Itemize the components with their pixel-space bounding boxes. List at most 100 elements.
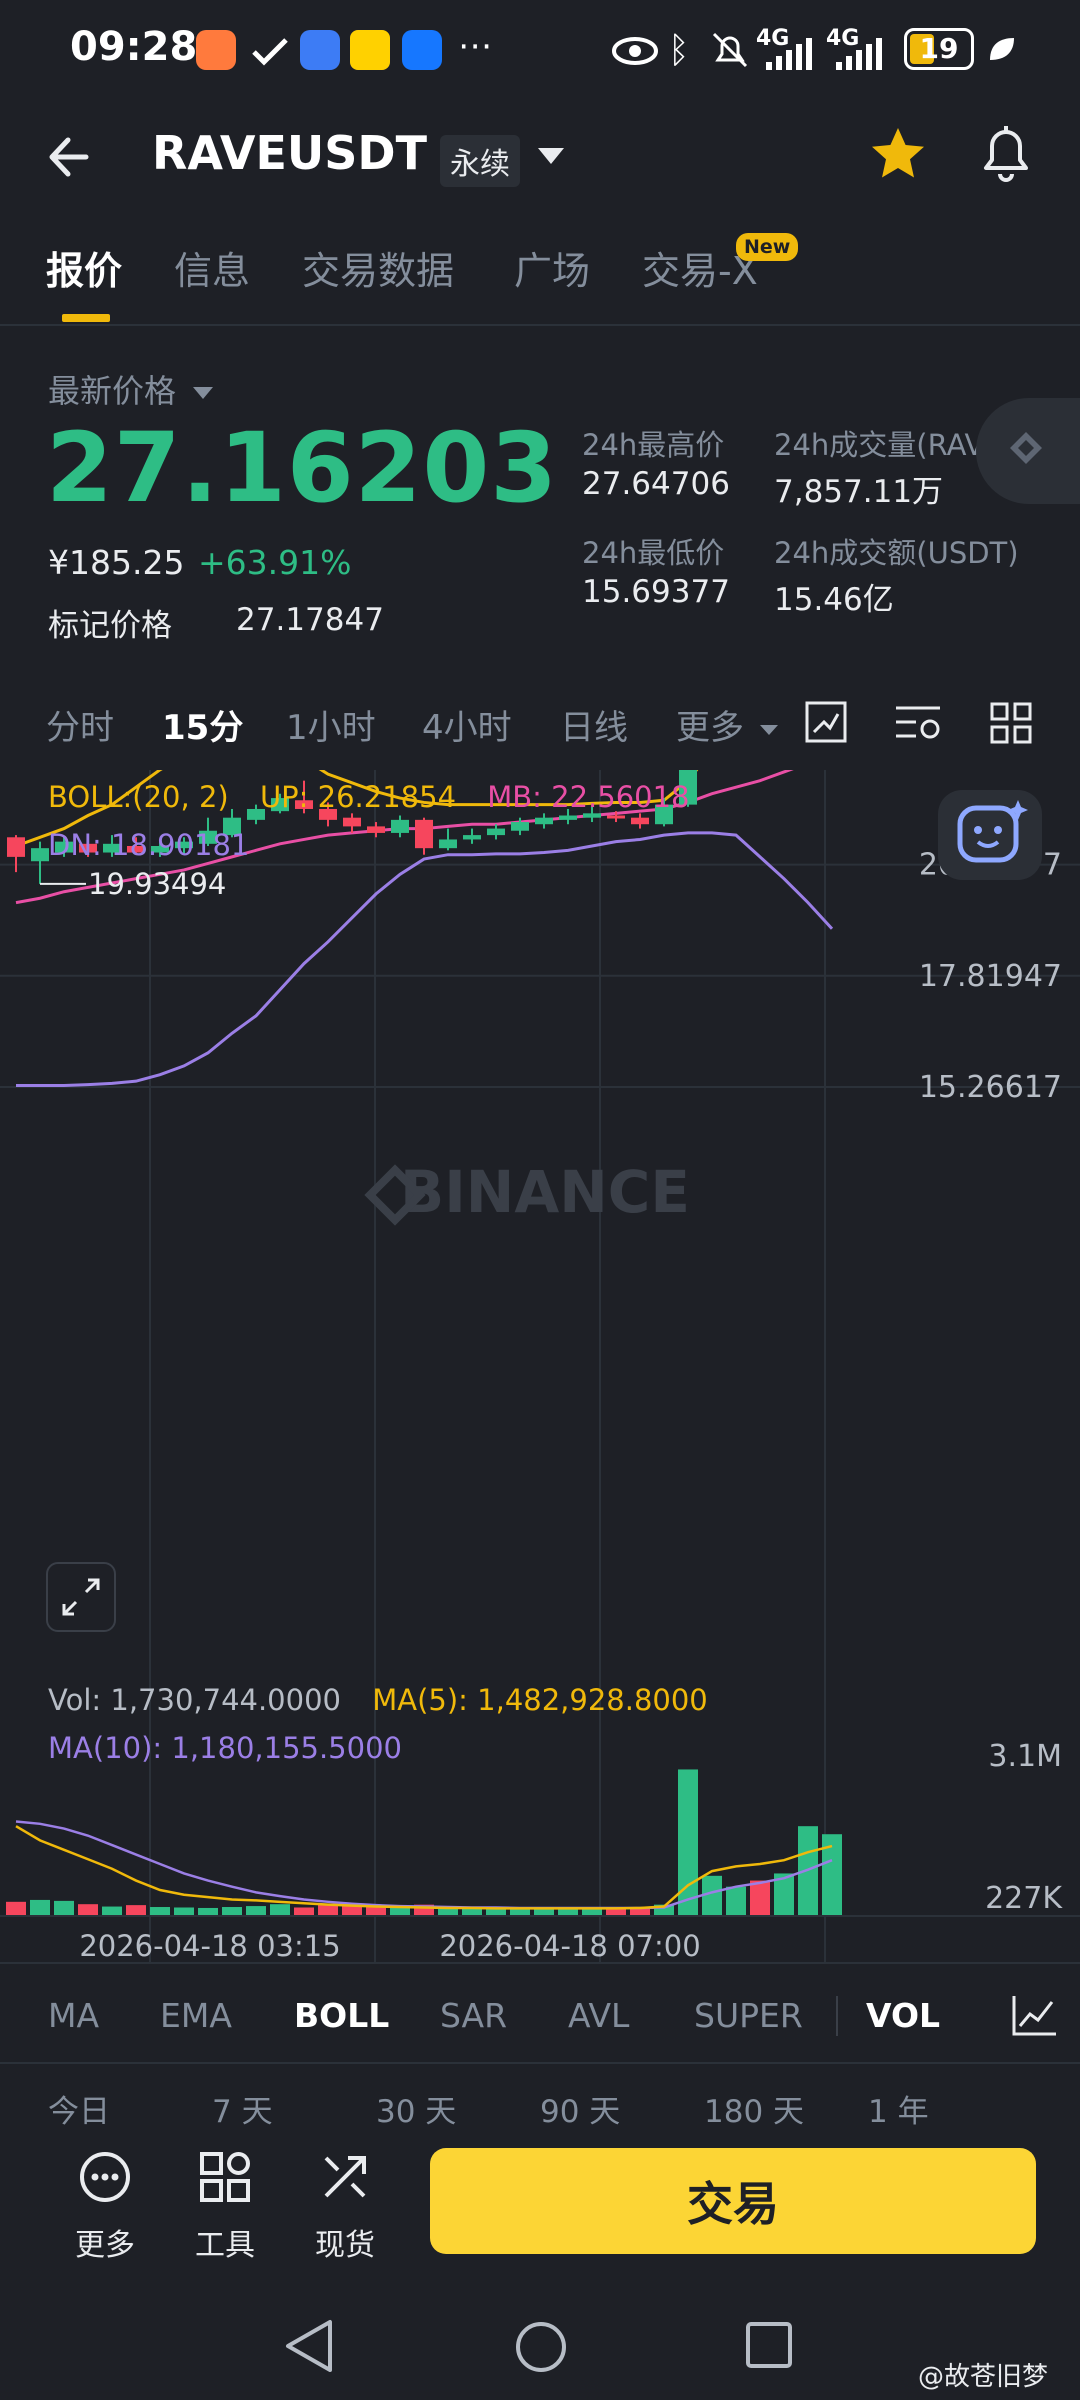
last-price-label[interactable]: 最新价格 bbox=[48, 366, 214, 412]
volume-bar bbox=[294, 1907, 314, 1916]
candle-body bbox=[415, 819, 433, 849]
volume-bar bbox=[702, 1875, 722, 1916]
more-notifications-icon: ⋯ bbox=[458, 26, 492, 66]
tools-button[interactable]: 工具 bbox=[170, 2150, 280, 2264]
spot-icon bbox=[318, 2150, 372, 2204]
volume-ma5-value: MA(5): 1,482,928.8000 bbox=[372, 1683, 708, 1717]
candle-body bbox=[295, 800, 313, 809]
volume-bar bbox=[558, 1907, 578, 1916]
tab-quotes[interactable]: 报价 bbox=[46, 249, 123, 293]
eye-icon bbox=[612, 36, 658, 66]
volume-bar bbox=[78, 1904, 98, 1916]
back-button[interactable] bbox=[40, 122, 110, 192]
interval-line[interactable]: 分时 bbox=[46, 708, 114, 748]
volume-bar bbox=[270, 1904, 290, 1916]
range-today[interactable]: 今日 bbox=[48, 2094, 110, 2130]
boll-legend: BOLL:(20, 2) UP: 26.21854 MB: 22.56018 bbox=[48, 780, 690, 814]
battery-icon: 19 bbox=[904, 28, 974, 70]
range-90d[interactable]: 90 天 bbox=[540, 2094, 621, 2130]
interval-more-label: 更多 bbox=[676, 708, 744, 748]
candle-body bbox=[607, 815, 625, 819]
chart-style-button[interactable] bbox=[804, 700, 848, 744]
binance-logo-icon bbox=[1010, 432, 1042, 464]
indicator-divider bbox=[0, 1962, 1080, 1964]
volume-bar bbox=[750, 1880, 770, 1916]
new-badge: New bbox=[736, 233, 799, 261]
indicator-ma[interactable]: MA bbox=[48, 1996, 100, 2035]
chart-layout-button[interactable] bbox=[990, 702, 1032, 744]
tab-trading-data[interactable]: 交易数据 bbox=[302, 249, 455, 293]
candle-body bbox=[175, 841, 193, 849]
price-axis-label: 22.92607 bbox=[919, 770, 1062, 771]
symbol-dropdown-button[interactable] bbox=[536, 146, 566, 166]
indicator-avl[interactable]: AVL bbox=[568, 1996, 630, 2035]
leaf-icon bbox=[986, 34, 1016, 64]
candle-body bbox=[223, 817, 241, 836]
nav-recent-button[interactable] bbox=[744, 2320, 794, 2370]
floating-widget-button[interactable] bbox=[976, 398, 1080, 504]
interval-1d[interactable]: 日线 bbox=[560, 708, 628, 748]
alert-button[interactable] bbox=[976, 122, 1036, 186]
indicator-settings-button[interactable] bbox=[1010, 1992, 1060, 2038]
candle-body bbox=[463, 835, 481, 840]
candle-body bbox=[631, 817, 649, 825]
range-7d[interactable]: 7 天 bbox=[212, 2094, 273, 2130]
more-label: 更多 bbox=[75, 2228, 135, 2263]
indicator-ema[interactable]: EMA bbox=[160, 1996, 232, 2035]
tab-square[interactable]: 广场 bbox=[514, 249, 591, 293]
tools-label: 工具 bbox=[195, 2228, 255, 2263]
spot-button[interactable]: 现货 bbox=[290, 2150, 400, 2264]
candle-body bbox=[7, 837, 25, 857]
volume-legend: Vol: 1,730,744.0000 MA(5): 1,482,928.800… bbox=[48, 1683, 708, 1717]
notification-browser-icon bbox=[300, 30, 340, 70]
bell-icon bbox=[984, 126, 1028, 182]
interval-more[interactable]: 更多 bbox=[676, 700, 779, 749]
volume-bar bbox=[486, 1907, 506, 1916]
chart-style-icon bbox=[805, 701, 847, 743]
indicator-super[interactable]: SUPER bbox=[694, 1996, 803, 2035]
range-1y[interactable]: 1 年 bbox=[868, 2094, 929, 2130]
back-triangle-icon bbox=[286, 2320, 332, 2372]
range-30d[interactable]: 30 天 bbox=[376, 2094, 457, 2130]
nav-home-button[interactable] bbox=[514, 2320, 568, 2374]
volume-bar bbox=[510, 1908, 530, 1916]
more-button[interactable]: 更多 bbox=[50, 2150, 160, 2264]
chart-settings-button[interactable] bbox=[894, 702, 942, 742]
range-180d[interactable]: 180 天 bbox=[704, 2094, 805, 2130]
symbol-title[interactable]: RAVEUSDT bbox=[152, 126, 427, 180]
indicator-vol[interactable]: VOL bbox=[866, 1996, 941, 2035]
kline-chart[interactable]: BINANCE28.0326725.4793722.9260720.372771… bbox=[0, 770, 1080, 1970]
interval-4h[interactable]: 4小时 bbox=[422, 708, 512, 748]
candle-body bbox=[127, 845, 145, 853]
tab-info[interactable]: 信息 bbox=[174, 249, 251, 293]
boll-dn-value: DN: 18.90181 bbox=[48, 828, 250, 862]
active-tab-indicator bbox=[62, 314, 110, 322]
indicator-boll[interactable]: BOLL bbox=[294, 1996, 390, 2035]
volume-bar bbox=[30, 1899, 50, 1916]
interval-1h[interactable]: 1小时 bbox=[286, 708, 376, 748]
volume-bar bbox=[678, 1769, 698, 1916]
time-axis-label: 2026-04-18 07:00 bbox=[439, 1929, 700, 1963]
candle-body bbox=[79, 843, 97, 853]
candle-body bbox=[319, 808, 337, 820]
trade-button[interactable]: 交易 bbox=[430, 2148, 1036, 2254]
volume-value: Vol: 1,730,744.0000 bbox=[48, 1683, 341, 1717]
volume-axis-label: 227K bbox=[985, 1881, 1063, 1916]
volume-24h-label: 24h成交量(RAVE) bbox=[774, 428, 1015, 462]
volume-bar bbox=[366, 1905, 386, 1916]
volume-bar bbox=[342, 1904, 362, 1916]
notification-alipay-icon bbox=[402, 30, 442, 70]
status-time: 09:28 bbox=[70, 24, 198, 70]
volume-bar bbox=[246, 1906, 266, 1916]
interval-15m[interactable]: 15分 bbox=[162, 708, 244, 748]
nav-back-button[interactable] bbox=[282, 2316, 336, 2376]
indicator-sar[interactable]: SAR bbox=[440, 1996, 508, 2035]
volume-bar bbox=[654, 1904, 674, 1916]
volume-bar bbox=[726, 1886, 746, 1916]
ai-assistant-button[interactable] bbox=[938, 790, 1042, 880]
favorite-button[interactable] bbox=[868, 124, 928, 184]
boll-mb-value: MB: 22.56018 bbox=[487, 780, 690, 814]
fullscreen-button[interactable] bbox=[46, 1562, 116, 1632]
volume-bar bbox=[414, 1904, 434, 1916]
low-24h-value: 15.69377 bbox=[582, 574, 730, 610]
